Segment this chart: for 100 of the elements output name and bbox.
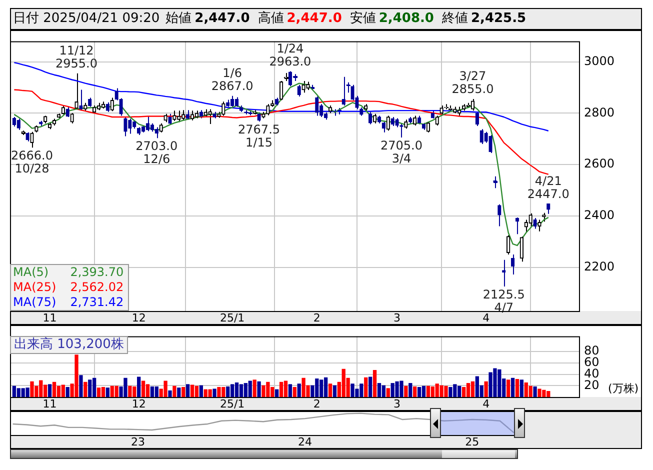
x-tick-label: 23: [131, 435, 146, 448]
bar: [484, 381, 488, 397]
bar: [137, 376, 141, 397]
bar: [84, 382, 88, 397]
candlestick: [279, 80, 284, 101]
bar: [79, 375, 83, 397]
candlestick: [66, 106, 70, 118]
x-tick-label: 25/1: [220, 397, 245, 410]
candlestick: [506, 234, 510, 255]
text: 始値 2,447.0: [166, 11, 250, 26]
bar: [92, 378, 96, 397]
candlestick: [74, 72, 78, 110]
text: MA(25) 2,562.02: [13, 280, 124, 295]
candlestick: [70, 112, 74, 124]
bar: [190, 384, 194, 397]
bar: [106, 388, 110, 397]
bar: [279, 382, 284, 397]
bar: [417, 387, 422, 397]
bar: [199, 385, 203, 397]
candlestick: [110, 97, 114, 112]
bar: [226, 386, 230, 397]
bar: [506, 380, 510, 397]
bar: [368, 376, 372, 397]
x-tick-label: 11: [42, 311, 57, 324]
bar: [528, 386, 532, 397]
y-tick-label: 20: [584, 378, 600, 392]
candlestick: [435, 115, 439, 126]
candlestick: [172, 110, 176, 122]
bar: [146, 384, 150, 397]
y-axis-title: (万株): [608, 381, 639, 396]
annotation: 1/6 2867.0: [211, 66, 254, 94]
candlestick: [470, 98, 475, 112]
candlestick: [30, 131, 34, 148]
bar: [182, 387, 186, 397]
bar: [466, 383, 470, 397]
bar: [288, 384, 292, 397]
chart-title: 出来高 103,200株: [10, 336, 128, 354]
bar: [12, 386, 16, 397]
candlestick: [16, 118, 20, 130]
bar: [372, 370, 377, 397]
candlestick: [124, 116, 128, 137]
x-tick-label: 4: [482, 397, 490, 410]
candlestick: [533, 217, 537, 230]
candlestick: [222, 101, 226, 116]
bar: [101, 387, 106, 397]
text: 高値 2,447.0: [258, 11, 342, 26]
bar: [239, 384, 244, 397]
bar: [96, 388, 101, 397]
bar: [164, 380, 168, 397]
text: MA(75) 2,731.42: [13, 295, 124, 310]
candlestick: [528, 212, 532, 227]
bar: [248, 380, 252, 397]
candlestick: [315, 96, 319, 116]
bar: [61, 384, 65, 397]
bar: [470, 381, 475, 397]
bar: [426, 386, 430, 397]
annotation: 4/21 2447.0: [527, 174, 570, 201]
bar: [48, 384, 52, 397]
text: 安値 2,408.0: [350, 11, 434, 26]
annotation: 11/12 2955.0: [56, 43, 98, 70]
bar: [244, 383, 248, 397]
bar: [141, 380, 146, 397]
bar: [408, 383, 412, 397]
candlestick: [182, 110, 186, 121]
candlestick: [488, 134, 492, 154]
bar: [230, 384, 234, 397]
bar: [413, 386, 417, 397]
bar: [364, 377, 368, 397]
candlestick: [524, 219, 528, 234]
bar: [328, 384, 332, 397]
y-tick-label: 2200: [584, 259, 615, 274]
candlestick: [297, 84, 301, 97]
bar: [168, 390, 172, 397]
candlestick: [266, 104, 270, 116]
bar: [186, 384, 190, 397]
candlestick: [208, 108, 212, 124]
annotation: 1/24 2963.0: [269, 41, 312, 68]
bar: [386, 388, 390, 397]
y-tick-label: 3000: [584, 54, 615, 68]
bar: [88, 380, 92, 397]
bar: [275, 389, 279, 397]
bar: [377, 383, 382, 397]
x-tick-label: 2: [313, 311, 320, 324]
bar: [177, 388, 181, 397]
bar: [257, 381, 261, 397]
x-tick-label: 2: [313, 397, 320, 410]
x-tick-label: 24: [298, 435, 312, 448]
bar: [150, 386, 154, 397]
annotation: 3/27 2855.0: [452, 69, 494, 96]
candlestick: [493, 176, 498, 189]
annotation: 2703.0 12/6: [136, 139, 178, 166]
x-tick-label: 11: [42, 397, 57, 410]
bar: [422, 386, 426, 397]
y-tick-label: 80: [584, 344, 600, 358]
bar: [520, 380, 524, 397]
candlestick: [310, 84, 315, 91]
bar: [154, 386, 158, 397]
candlestick: [386, 115, 390, 132]
candlestick: [284, 72, 289, 82]
bar: [324, 377, 328, 397]
